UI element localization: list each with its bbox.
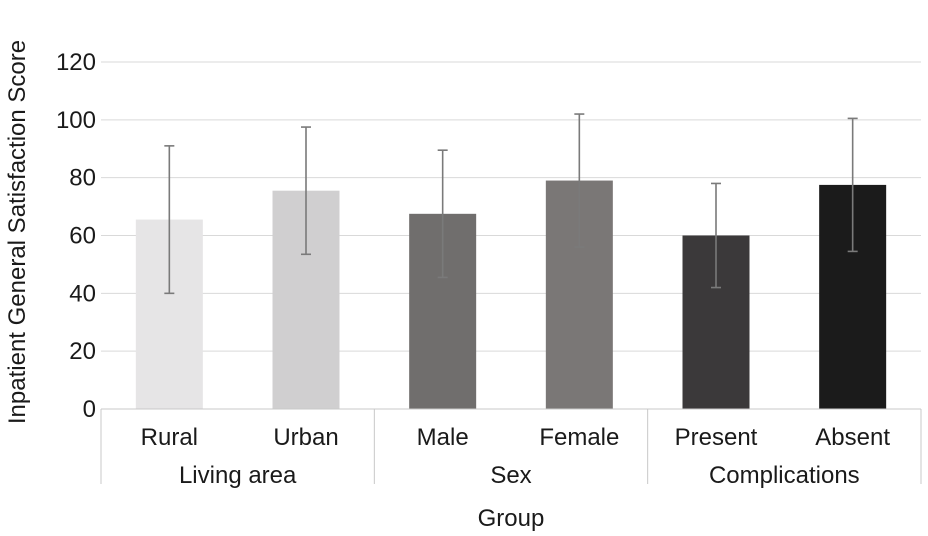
group-label: Sex xyxy=(490,462,531,489)
group-label: Complications xyxy=(709,462,860,489)
y-tick-label: 80 xyxy=(69,165,96,192)
y-tick-label: 100 xyxy=(56,107,96,134)
error-bars xyxy=(164,113,858,295)
y-tick-label: 60 xyxy=(69,223,96,250)
y-axis-title: Inpatient General Satisfaction Score xyxy=(4,40,31,424)
error-bar-female xyxy=(574,113,585,248)
x-axis-title: Group xyxy=(478,505,545,532)
gridlines xyxy=(101,61,921,352)
error-bar-urban xyxy=(301,126,311,256)
y-tick-label: 40 xyxy=(69,280,96,307)
x-tick-label: Absent xyxy=(815,424,890,451)
x-tick-label: Present xyxy=(675,424,758,451)
x-tick-label: Male xyxy=(417,424,469,451)
error-bar-rural xyxy=(164,145,175,295)
x-tick-label: Urban xyxy=(273,424,338,451)
x-tick-label: Female xyxy=(539,424,619,451)
y-tick-label: 120 xyxy=(56,49,96,76)
x-tick-label: Rural xyxy=(141,424,198,451)
error-bar-present xyxy=(711,182,721,289)
error-bar-male xyxy=(437,149,448,279)
y-tick-label: 0 xyxy=(83,396,96,423)
y-axis-ticks: 0 20 40 60 80 100 120 xyxy=(56,49,96,423)
x-axis: Rural Urban Male Female Present Absent Living … xyxy=(100,408,922,489)
error-bar-absent xyxy=(847,117,858,253)
bars xyxy=(135,180,887,409)
group-label: Living area xyxy=(179,462,297,489)
y-tick-label: 20 xyxy=(69,338,96,365)
